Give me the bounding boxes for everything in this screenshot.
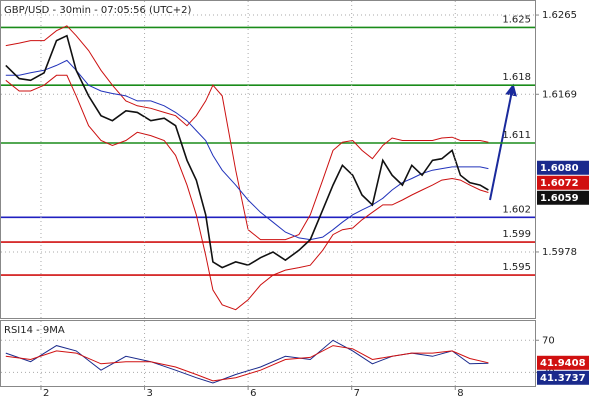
series-line bbox=[5, 34, 489, 269]
price-box bbox=[537, 175, 589, 190]
level-label: 1.599 bbox=[502, 229, 531, 240]
price-box bbox=[537, 190, 589, 205]
price-box bbox=[537, 370, 589, 385]
x-tick-label: 2 bbox=[43, 388, 49, 399]
price-box-label: 1.6080 bbox=[540, 163, 579, 174]
series-line bbox=[5, 74, 489, 311]
price-box-label: 41.3737 bbox=[540, 373, 586, 384]
x-tick-label: 6 bbox=[250, 388, 256, 399]
series-line bbox=[5, 345, 489, 382]
level-label: 1.611 bbox=[502, 130, 531, 141]
series-line bbox=[5, 339, 489, 384]
x-tick-label: 3 bbox=[147, 388, 153, 399]
series-line bbox=[5, 25, 489, 241]
price-box-label: 1.6072 bbox=[540, 178, 579, 189]
price-panel bbox=[0, 0, 536, 319]
price-box bbox=[537, 355, 589, 370]
level-label: 1.595 bbox=[502, 262, 531, 273]
panel-title: RSI14 - 9MA bbox=[4, 325, 65, 336]
level-label: 1.602 bbox=[502, 204, 531, 215]
x-tick-label: 7 bbox=[354, 388, 360, 399]
y-tick-label: 1.6169 bbox=[542, 89, 577, 100]
price-box bbox=[537, 160, 589, 175]
level-label: 1.618 bbox=[502, 72, 531, 83]
y-tick-label: 70 bbox=[542, 335, 555, 346]
x-tick-label: 8 bbox=[457, 388, 463, 399]
y-tick-label: 1.5978 bbox=[542, 247, 577, 258]
level-label: 1.625 bbox=[502, 14, 531, 25]
panel-title: GBP/USD - 30min - 07:05:56 (UTC+2) bbox=[4, 5, 191, 16]
series-line bbox=[5, 59, 489, 241]
price-box-label: 41.9408 bbox=[540, 358, 586, 369]
y-tick-label: 1.6265 bbox=[542, 10, 577, 21]
price-box-label: 1.6059 bbox=[540, 193, 579, 204]
rsi-panel bbox=[0, 320, 536, 387]
